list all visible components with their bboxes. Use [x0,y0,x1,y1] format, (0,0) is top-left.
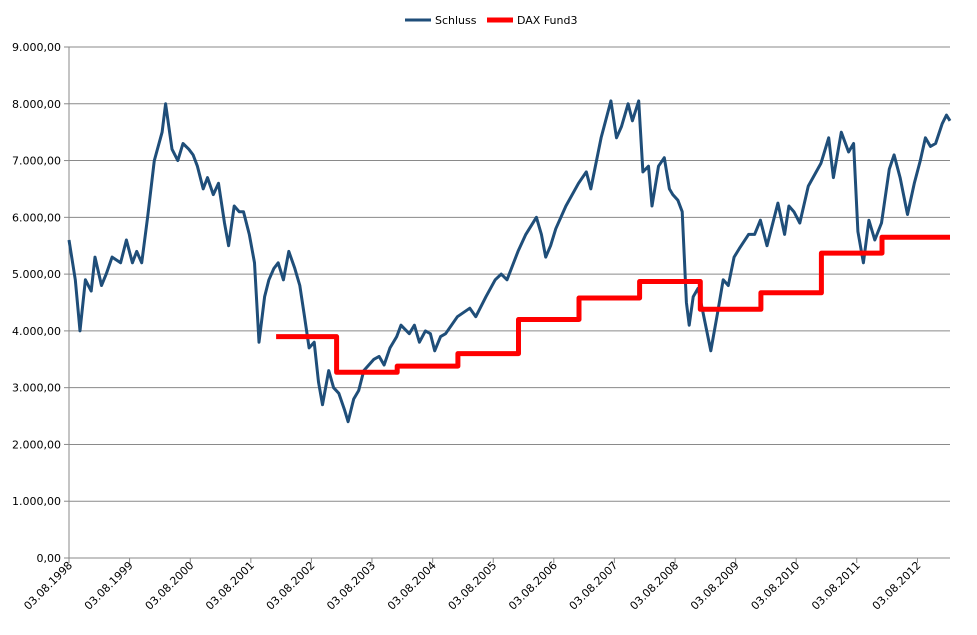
x-tick-label: 03.08.2006 [506,559,560,613]
x-tick-label: 03.08.2012 [870,559,924,613]
x-tick-label: 03.08.2010 [749,559,803,613]
y-tick-label: 9.000,00 [12,41,61,54]
x-tick-label: 03.08.1998 [21,559,75,613]
y-tick-label: 4.000,00 [12,325,61,338]
y-axis-tick-labels: 0,00 1.000,00 2.000,00 3.000,00 4.000,00 5.00… [12,41,61,565]
x-tick-label: 03.08.2001 [203,559,257,613]
y-tick-label: 6.000,00 [12,211,61,224]
y-tick-label: 5.000,00 [12,268,61,281]
series-line-dax-fund3 [276,234,950,375]
y-tick-label: 3.000,00 [12,382,61,395]
y-tick-label: 0,00 [37,552,62,565]
legend-label: Schluss [435,14,477,27]
x-tick-label: 03.08.2003 [324,559,378,613]
series-lines [67,99,952,424]
x-axis-tick-labels: 03.08.1998 03.08.1999 03.08.2000 03.08.2001… [21,559,923,613]
y-tick-label: 2.000,00 [12,438,61,451]
x-tick-label: 03.08.2004 [385,559,439,613]
axes [64,46,950,563]
x-tick-label: 03.08.2000 [143,559,197,613]
legend-label: DAX Fund3 [517,14,577,27]
y-tick-label: 8.000,00 [12,98,61,111]
x-tick-label: 03.08.2007 [567,559,621,613]
y-tick-label: 1.000,00 [12,495,61,508]
legend: Schluss DAX Fund3 [405,14,577,27]
x-tick-label: 03.08.1999 [82,559,136,613]
x-tick-label: 03.08.2011 [809,559,863,613]
x-tick-label: 03.08.2009 [688,559,742,613]
x-tick-label: 03.08.2005 [446,559,500,613]
series-line-schluss [67,99,952,424]
x-tick-label: 03.08.2002 [264,559,318,613]
y-tick-label: 7.000,00 [12,155,61,168]
x-tick-label: 03.08.2008 [627,559,681,613]
